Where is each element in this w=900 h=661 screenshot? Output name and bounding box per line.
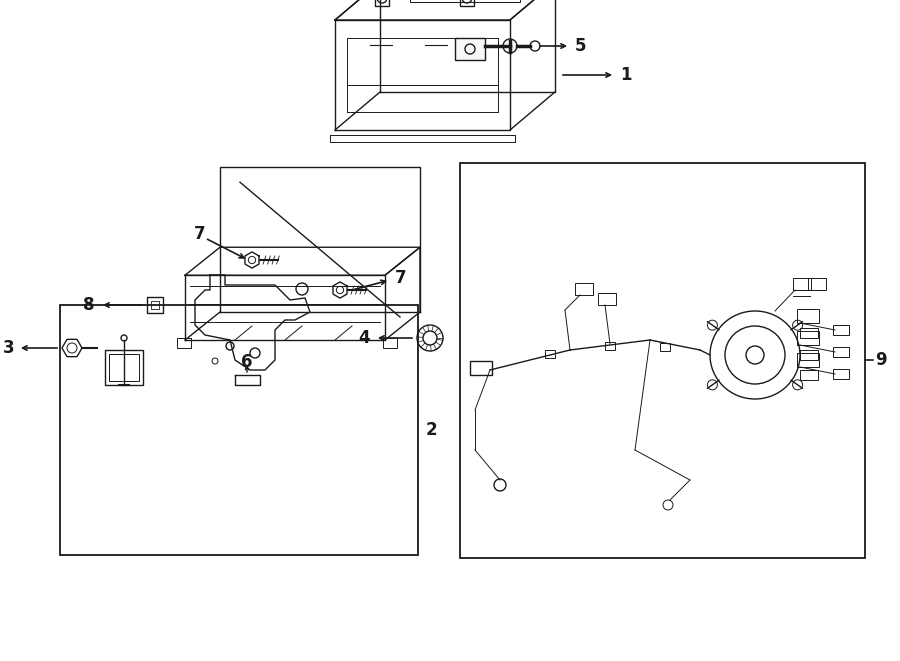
- Bar: [470, 361, 492, 375]
- Bar: [800, 370, 818, 380]
- Bar: [575, 283, 593, 295]
- Bar: [808, 278, 826, 290]
- Bar: [800, 350, 818, 360]
- Bar: [460, 0, 474, 6]
- Bar: [598, 293, 616, 305]
- Text: 9: 9: [875, 351, 886, 369]
- Bar: [177, 338, 191, 348]
- Text: 8: 8: [84, 296, 95, 314]
- Bar: [833, 325, 849, 335]
- Bar: [151, 301, 159, 309]
- Bar: [375, 0, 389, 6]
- Bar: [383, 338, 397, 348]
- Bar: [797, 331, 819, 345]
- Bar: [660, 343, 670, 351]
- Bar: [105, 350, 143, 385]
- Bar: [545, 350, 555, 358]
- Bar: [109, 354, 139, 381]
- Text: 2: 2: [426, 421, 437, 439]
- Bar: [460, 163, 865, 558]
- Text: 7: 7: [395, 269, 407, 287]
- Bar: [147, 297, 163, 313]
- Text: 5: 5: [575, 37, 587, 55]
- Bar: [800, 328, 818, 338]
- Bar: [60, 305, 418, 555]
- Bar: [793, 278, 811, 290]
- Bar: [833, 369, 849, 379]
- Text: 7: 7: [194, 225, 206, 243]
- Bar: [797, 309, 819, 323]
- Bar: [605, 342, 615, 350]
- Bar: [797, 353, 819, 367]
- Bar: [455, 38, 485, 60]
- Bar: [833, 347, 849, 357]
- Text: 4: 4: [358, 329, 370, 347]
- Text: 3: 3: [3, 339, 14, 357]
- Text: 6: 6: [241, 353, 253, 371]
- Text: 1: 1: [620, 66, 632, 84]
